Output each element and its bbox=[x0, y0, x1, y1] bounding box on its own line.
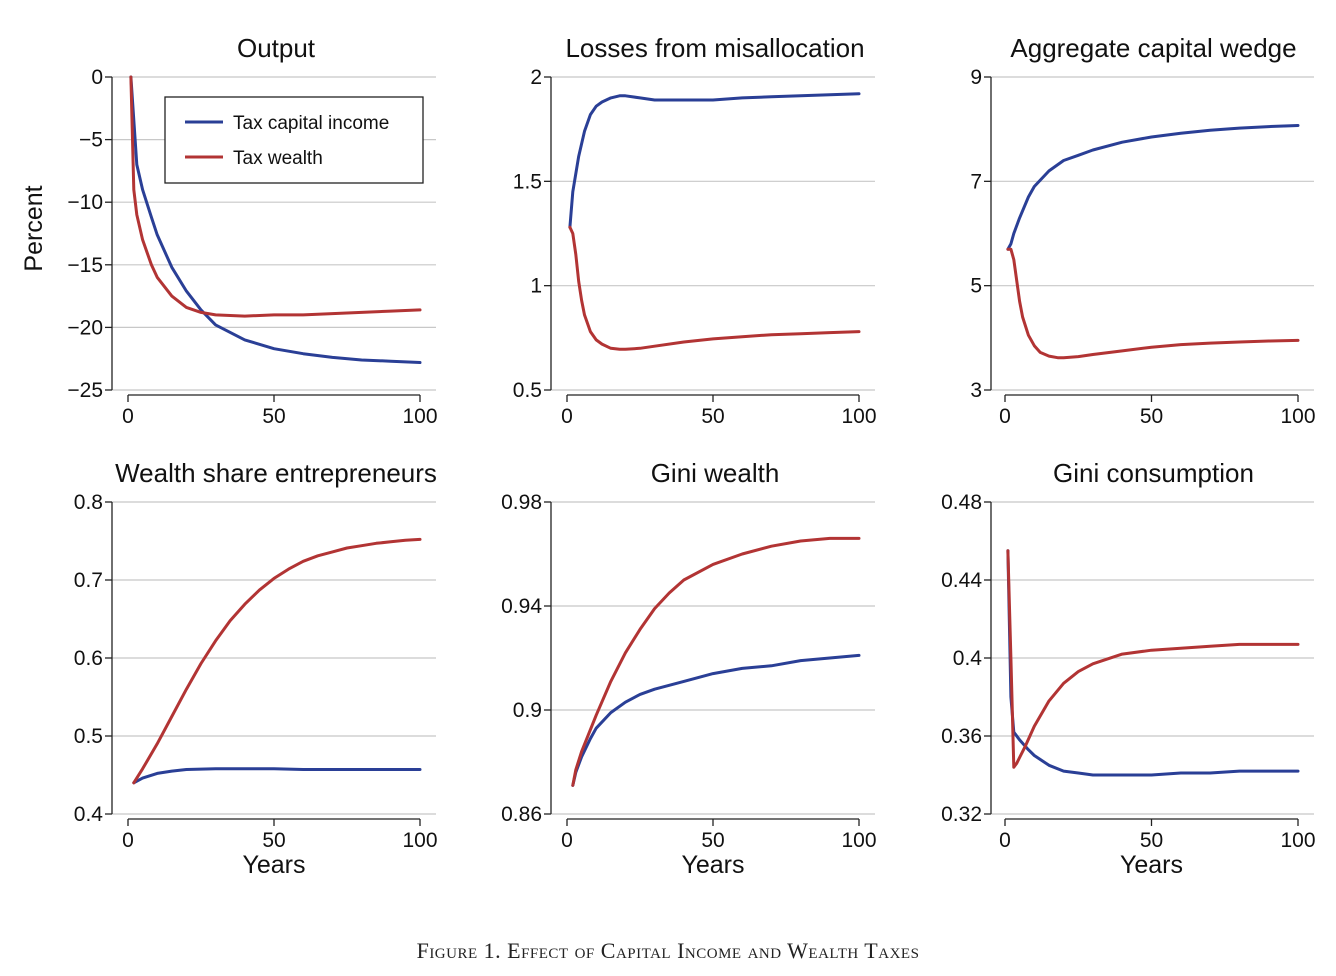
y-tick-label: 0.9 bbox=[513, 699, 542, 722]
panel-5: 0.98 0.94 0.9 0.86 0 50 100 Gini wealth Years bbox=[501, 458, 876, 879]
legend: Tax capital income Tax wealth bbox=[164, 96, 424, 184]
legend-entry: Tax capital income bbox=[233, 113, 389, 134]
panel-title: Aggregate capital wedge bbox=[1010, 33, 1296, 63]
x-tick-label: 0 bbox=[999, 405, 1011, 428]
legend-entry: Tax wealth bbox=[233, 148, 323, 169]
x-tick-label: 50 bbox=[262, 829, 285, 852]
x-tick-label: 100 bbox=[841, 829, 876, 852]
x-tick-label: 0 bbox=[561, 405, 573, 428]
y-tick-label: 0.5 bbox=[513, 379, 542, 402]
x-axis-label: Years bbox=[1120, 851, 1183, 879]
y-tick-label: 0.94 bbox=[501, 595, 542, 618]
y-tick-label: 0.6 bbox=[74, 647, 103, 670]
x-tick-label: 50 bbox=[262, 405, 285, 428]
series-line-tax-wealth bbox=[1006, 247, 1300, 360]
y-tick-label: 5 bbox=[970, 275, 982, 298]
x-tick-label: 0 bbox=[122, 829, 134, 852]
series-line-tax-wealth bbox=[571, 536, 861, 787]
x-tick-label: 0 bbox=[999, 829, 1011, 852]
y-axis-label: Percent bbox=[20, 185, 48, 271]
series-line-tax-capital-income bbox=[1006, 549, 1300, 777]
panel-1: 0 −5 −10 −15 −20 −25 0 50 100 Output Percent Tax ca… bbox=[20, 33, 438, 428]
legend-box bbox=[164, 96, 424, 184]
y-tick-label: 3 bbox=[970, 379, 982, 402]
y-tick-label: −20 bbox=[67, 316, 103, 339]
y-tick-label: 0.8 bbox=[74, 491, 103, 514]
x-tick-label: 50 bbox=[701, 829, 724, 852]
y-tick-label: 7 bbox=[970, 170, 982, 193]
y-tick-label: −15 bbox=[67, 254, 103, 277]
y-tick-label: 0.98 bbox=[501, 491, 542, 514]
y-tick-label: 0.48 bbox=[941, 491, 982, 514]
x-tick-label: 100 bbox=[1280, 405, 1315, 428]
panel-3: 9 7 5 30 50 100 Aggregate capital wedge bbox=[970, 33, 1315, 428]
y-tick-label: 1.5 bbox=[513, 170, 542, 193]
y-tick-label: 0.4 bbox=[74, 803, 104, 826]
x-tick-label: 100 bbox=[1280, 829, 1315, 852]
series-line-tax-capital-income bbox=[568, 92, 861, 229]
series-line-tax-capital-income bbox=[571, 653, 861, 787]
series-line-tax-wealth bbox=[568, 225, 861, 351]
panel-title: Gini consumption bbox=[1053, 458, 1254, 488]
x-tick-label: 50 bbox=[1140, 405, 1163, 428]
y-tick-label: 0.44 bbox=[941, 569, 982, 592]
x-tick-label: 0 bbox=[122, 405, 134, 428]
series-line-tax-capital-income bbox=[129, 75, 422, 364]
x-tick-label: 50 bbox=[701, 405, 724, 428]
panel-2: 2 1.5 1 0.5 0 50 100 Losses from misallocation bbox=[513, 33, 877, 428]
x-tick-label: 100 bbox=[841, 405, 876, 428]
x-tick-label: 100 bbox=[402, 405, 437, 428]
y-tick-label: −5 bbox=[79, 129, 103, 152]
panel-title: Wealth share entrepreneurs bbox=[115, 458, 437, 488]
series-line-tax-wealth bbox=[129, 75, 422, 318]
panel-title: Output bbox=[237, 33, 316, 63]
y-tick-label: 9 bbox=[970, 66, 982, 89]
y-tick-label: 2 bbox=[530, 66, 542, 89]
series-line-tax-capital-income bbox=[1006, 124, 1300, 251]
x-axis-label: Years bbox=[681, 851, 744, 879]
panel-6: 0.48 0.44 0.4 0.36 0.32 0 50 100 Gini consumptio… bbox=[941, 458, 1315, 879]
y-tick-label: 1 bbox=[530, 275, 542, 298]
x-axis-label: Years bbox=[242, 851, 305, 879]
x-tick-label: 0 bbox=[561, 829, 573, 852]
series-line-tax-wealth bbox=[132, 537, 422, 785]
y-tick-label: −10 bbox=[67, 191, 103, 214]
panel-title: Losses from misallocation bbox=[565, 33, 864, 63]
series-line-tax-capital-income bbox=[132, 767, 422, 785]
x-tick-label: 50 bbox=[1140, 829, 1163, 852]
y-tick-label: 0.7 bbox=[74, 569, 103, 592]
panel-4: 0.8 0.7 0.6 0.5 0.4 0 50 100 Wealth share entrep… bbox=[74, 458, 438, 879]
x-tick-label: 100 bbox=[402, 829, 437, 852]
y-tick-label: 0 bbox=[91, 66, 103, 89]
figure-caption: Figure 1. Effect of Capital Income and W… bbox=[416, 938, 920, 963]
panel-title: Gini wealth bbox=[651, 458, 780, 488]
y-tick-label: 0.32 bbox=[941, 803, 982, 826]
series-line-tax-wealth bbox=[1006, 549, 1300, 769]
y-tick-label: 0.4 bbox=[953, 647, 983, 670]
y-tick-label: 0.36 bbox=[941, 725, 982, 748]
y-tick-label: −25 bbox=[67, 379, 103, 402]
y-tick-label: 0.5 bbox=[74, 725, 103, 748]
y-tick-label: 0.86 bbox=[501, 803, 542, 826]
